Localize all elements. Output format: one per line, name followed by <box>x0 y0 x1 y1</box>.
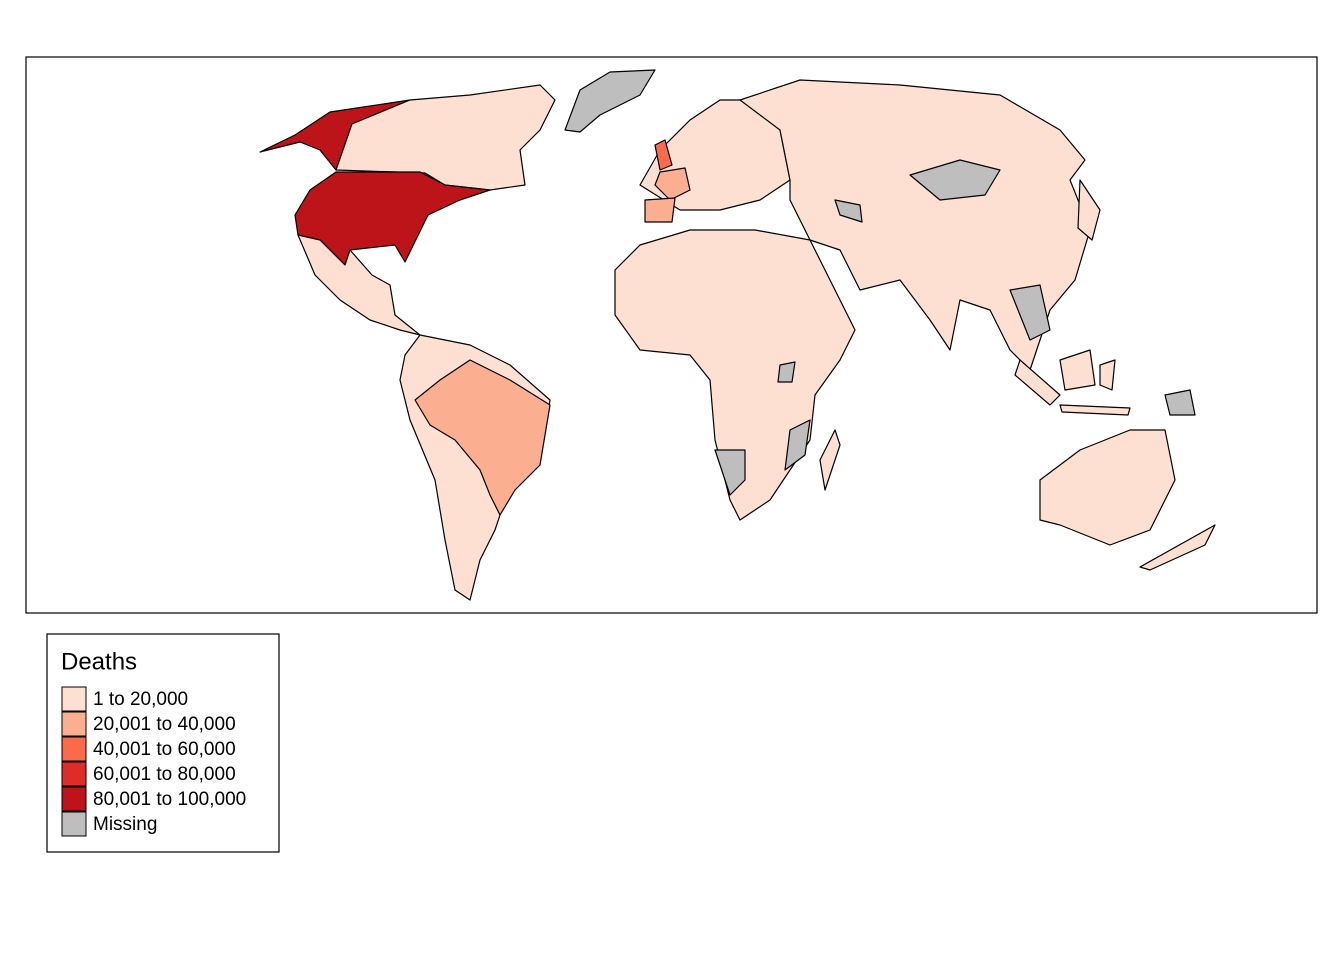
country <box>1077 179 1101 241</box>
country <box>644 197 676 223</box>
country <box>819 429 841 491</box>
legend-label: 40,001 to 60,000 <box>93 739 236 760</box>
country <box>294 171 491 266</box>
legend-swatch <box>61 736 87 762</box>
country <box>1059 404 1131 416</box>
country <box>414 359 551 516</box>
legend-label: 80,001 to 100,000 <box>93 789 246 810</box>
country <box>784 419 811 471</box>
country <box>1099 359 1116 391</box>
country <box>1009 284 1051 341</box>
legend-swatch <box>61 686 87 712</box>
country <box>1039 429 1176 546</box>
legend-label: 1 to 20,000 <box>93 689 188 710</box>
legend-label: Missing <box>93 814 157 835</box>
legend-label: 60,001 to 80,000 <box>93 764 236 785</box>
country <box>654 139 673 171</box>
country <box>564 69 656 133</box>
countries <box>259 69 1216 601</box>
country <box>297 234 421 336</box>
legend-swatch <box>61 711 87 737</box>
country <box>739 79 1091 371</box>
legend: 1 to 20,000 20,001 to 40,000 40,001 to 60,… <box>61 686 246 837</box>
country <box>1059 349 1096 391</box>
legend-swatch <box>61 786 87 812</box>
country <box>1164 389 1196 416</box>
legend-swatch <box>61 811 87 837</box>
country <box>714 449 746 496</box>
legend-title: Deaths <box>61 648 137 675</box>
country <box>1014 359 1061 406</box>
country <box>909 159 1001 201</box>
country <box>1139 524 1216 571</box>
country <box>777 361 796 383</box>
country <box>654 167 691 201</box>
legend-label: 20,001 to 40,000 <box>93 714 236 735</box>
legend-swatch <box>61 761 87 787</box>
country <box>834 199 863 223</box>
